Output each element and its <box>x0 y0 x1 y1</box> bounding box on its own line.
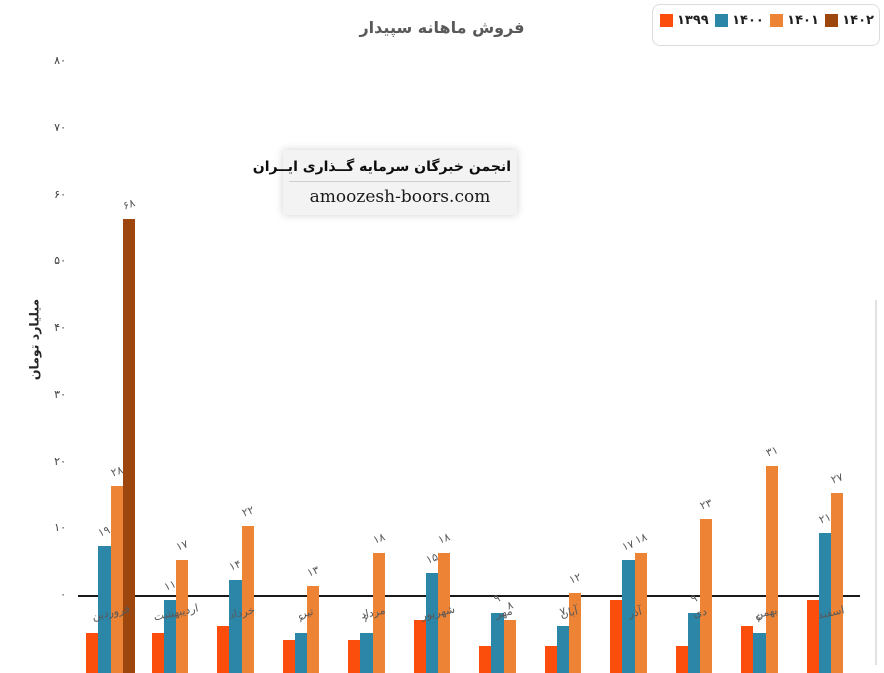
legend-swatch-icon <box>660 14 673 27</box>
bar-value-label: ۱۷ <box>620 536 637 554</box>
y-tick-label: ۲۰ <box>54 454 66 468</box>
watermark-association-name: انجمن خبرگان سرمایه گــذاری ایــران <box>252 159 511 175</box>
bar-value-label: ۶۸ <box>121 196 137 213</box>
bar <box>122 219 135 673</box>
legend-border-box <box>652 4 880 46</box>
bar <box>176 559 189 673</box>
bar <box>610 599 623 673</box>
bar <box>753 632 766 673</box>
chart-title: فروش ماهانه سپیدار <box>359 18 525 37</box>
bar-value-label: ۱۷ <box>174 536 190 554</box>
legend-label: ۱۳۹۹ <box>677 13 709 28</box>
bar <box>438 552 451 673</box>
bar-value-label: ۱۸ <box>436 530 452 547</box>
legend-swatch-icon <box>715 14 729 27</box>
bar-value-label: ۲۳ <box>698 496 714 514</box>
bar <box>806 599 819 673</box>
watermark-domain: amoozesh-boors.com <box>309 187 491 207</box>
bar <box>217 626 230 673</box>
bar <box>569 592 582 673</box>
bar <box>741 626 754 673</box>
bar <box>307 586 320 673</box>
bar <box>556 626 569 673</box>
y-tick-label: ۷۰ <box>54 120 66 134</box>
legend-item-۱۴۰۱: ۱۴۰۱ <box>770 14 819 27</box>
bar <box>151 632 164 673</box>
legend-label: ۱۴۰۱ <box>787 13 819 28</box>
page-edge-line <box>875 300 877 665</box>
y-tick-label: ۴۰ <box>54 321 66 334</box>
watermark: انجمن خبرگان سرمایه گــذاری ایــران amoo… <box>252 150 517 215</box>
bar <box>413 619 426 673</box>
bar <box>491 612 504 673</box>
bar <box>294 632 307 673</box>
bar <box>98 546 111 673</box>
bar <box>110 486 123 673</box>
bar-value-label: ۱۳ <box>305 563 321 580</box>
bar <box>634 552 647 673</box>
legend: ۱۳۹۹ ۱۴۰۰ ۱۴۰۱ ۱۴۰۲ <box>660 14 874 27</box>
bar-value-label: ۱۸ <box>370 530 387 547</box>
y-tick-label: ۶۰ <box>54 187 66 201</box>
bar <box>229 579 242 673</box>
bar <box>700 519 713 673</box>
bar-value-label: ۹ <box>688 591 699 606</box>
y-tick-label: ۰ <box>60 588 66 601</box>
bar <box>163 599 176 673</box>
bar <box>622 559 635 673</box>
legend-label: ۱۴۰۰ <box>732 13 764 28</box>
legend-label: ۱۴۰۲ <box>842 13 874 28</box>
bar-value-label: ۳۱ <box>763 443 780 460</box>
bar <box>372 552 385 673</box>
y-tick-label: ۱۰ <box>54 521 66 535</box>
bar <box>348 639 361 673</box>
y-tick-label: ۸۰ <box>54 54 66 67</box>
bar <box>479 646 492 673</box>
legend-item-۱۳۹۹: ۱۳۹۹ <box>660 14 709 27</box>
bar-value-label: ۱۸ <box>632 530 649 547</box>
bar <box>765 466 778 673</box>
bar <box>675 646 688 673</box>
legend-swatch-icon <box>825 14 839 27</box>
legend-swatch-icon <box>770 14 784 27</box>
bar <box>544 646 557 673</box>
legend-item-۱۴۰۰: ۱۴۰۰ <box>715 14 764 27</box>
y-tick-label: ۳۰ <box>54 387 66 401</box>
bar-value-label: ۲۷ <box>829 470 845 487</box>
bar <box>360 632 373 673</box>
bar-value-label: ۹ <box>492 591 503 606</box>
bar <box>86 632 99 673</box>
bar-value-label: ۱۲ <box>567 570 583 587</box>
bar <box>687 612 700 673</box>
bar <box>503 619 516 673</box>
bar <box>831 492 844 673</box>
y-tick-label: ۵۰ <box>54 254 66 268</box>
bar <box>282 639 295 673</box>
legend-item-۱۴۰۲: ۱۴۰۲ <box>825 14 874 27</box>
bar <box>425 572 438 673</box>
watermark-divider <box>289 181 511 182</box>
bar <box>818 532 831 673</box>
x-axis-line <box>78 595 860 597</box>
bar-value-label: ۲۲ <box>239 503 256 520</box>
bar <box>241 526 254 673</box>
